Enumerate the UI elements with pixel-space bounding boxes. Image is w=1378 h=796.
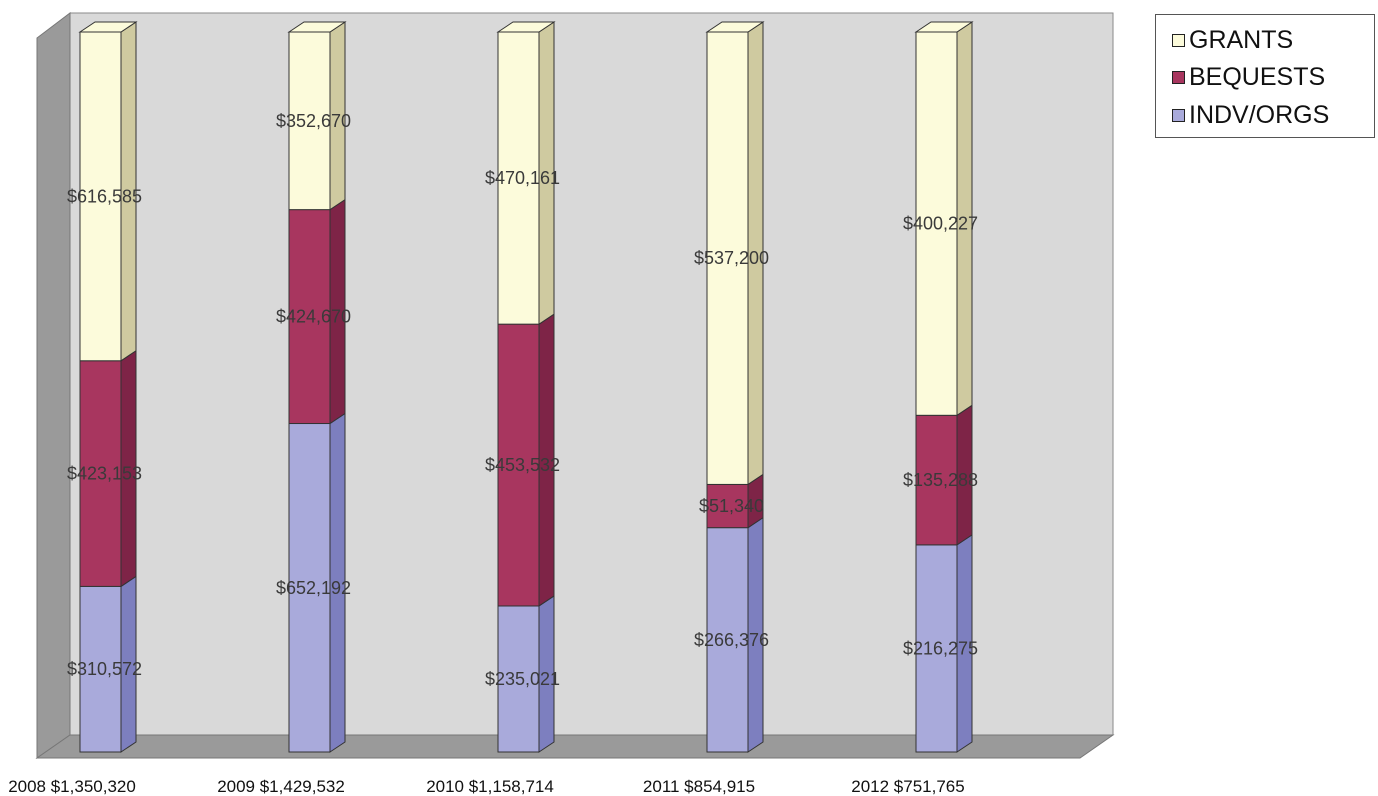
bar-top-0 bbox=[78, 21, 138, 33]
bar-top-3 bbox=[705, 21, 765, 33]
legend-label-bequests: BEQUESTS bbox=[1189, 62, 1326, 91]
category-label-2: 2010 $1,158,714 bbox=[426, 777, 554, 796]
bars-layer bbox=[78, 21, 974, 753]
data-label-bequests-2: $453,532 bbox=[485, 455, 560, 475]
bar-bequests-1 bbox=[288, 209, 331, 425]
data-label-indv-orgs-4: $216,275 bbox=[903, 638, 978, 658]
data-label-grants-2: $470,161 bbox=[485, 168, 560, 188]
category-label-4: 2012 $751,765 bbox=[851, 777, 964, 796]
bar-top-2 bbox=[496, 21, 556, 33]
category-label-3: 2011 $854,915 bbox=[643, 777, 755, 796]
chart-legend: GRANTS BEQUESTS INDV/ORGS bbox=[1155, 14, 1375, 138]
bar-indv-orgs-1 bbox=[288, 423, 331, 753]
chart-side-wall bbox=[36, 11, 71, 759]
data-label-indv-orgs-0: $310,572 bbox=[67, 659, 142, 679]
data-label-grants-4: $400,227 bbox=[903, 214, 978, 234]
bar-top-1 bbox=[287, 21, 347, 33]
data-label-grants-3: $537,200 bbox=[694, 248, 769, 268]
bar-bequests-2 bbox=[497, 323, 540, 607]
data-label-grants-0: $616,585 bbox=[67, 186, 142, 206]
legend-swatch-indv-orgs bbox=[1172, 108, 1185, 122]
bar-top-4 bbox=[914, 21, 974, 33]
bar-bequests-0 bbox=[79, 360, 122, 587]
legend-label-indv-orgs: INDV/ORGS bbox=[1189, 100, 1330, 129]
legend-swatch-bequests bbox=[1172, 70, 1185, 84]
bar-indv-orgs-4 bbox=[915, 544, 958, 753]
category-label-1: 2009 $1,429,532 bbox=[217, 777, 345, 796]
legend-swatch-grants bbox=[1172, 33, 1185, 47]
bar-bequests-3 bbox=[706, 483, 749, 529]
data-label-bequests-4: $135,288 bbox=[903, 470, 978, 490]
bar-grants-1 bbox=[288, 31, 331, 211]
category-label-0: 2008 $1,350,320 bbox=[8, 777, 136, 796]
legend-item-bequests: BEQUESTS bbox=[1172, 60, 1325, 94]
legend-item-indv-orgs: INDV/ORGS bbox=[1172, 98, 1329, 132]
bar-grants-2 bbox=[497, 31, 540, 325]
data-label-indv-orgs-3: $266,376 bbox=[694, 630, 769, 650]
bar-indv-orgs-0 bbox=[79, 585, 122, 753]
labels-layer: $310,572 $423,153 $616,585 2008 $1,350,320 $… bbox=[8, 111, 978, 796]
data-label-indv-orgs-1: $652,192 bbox=[276, 578, 351, 598]
data-label-bequests-1: $424,670 bbox=[276, 307, 351, 327]
data-label-bequests-0: $423,153 bbox=[67, 464, 142, 484]
bar-grants-0 bbox=[79, 31, 122, 362]
legend-label-grants: GRANTS bbox=[1189, 25, 1294, 54]
legend-item-grants: GRANTS bbox=[1172, 23, 1293, 57]
bar-grants-3 bbox=[706, 31, 749, 485]
bar-indv-orgs-3 bbox=[706, 527, 749, 753]
data-label-indv-orgs-2: $235,021 bbox=[485, 669, 560, 689]
bar-grants-4 bbox=[915, 31, 958, 416]
data-label-bequests-3: $51,340 bbox=[699, 496, 764, 516]
bar-indv-orgs-2 bbox=[497, 605, 540, 753]
data-label-grants-1: $352,670 bbox=[276, 111, 351, 131]
